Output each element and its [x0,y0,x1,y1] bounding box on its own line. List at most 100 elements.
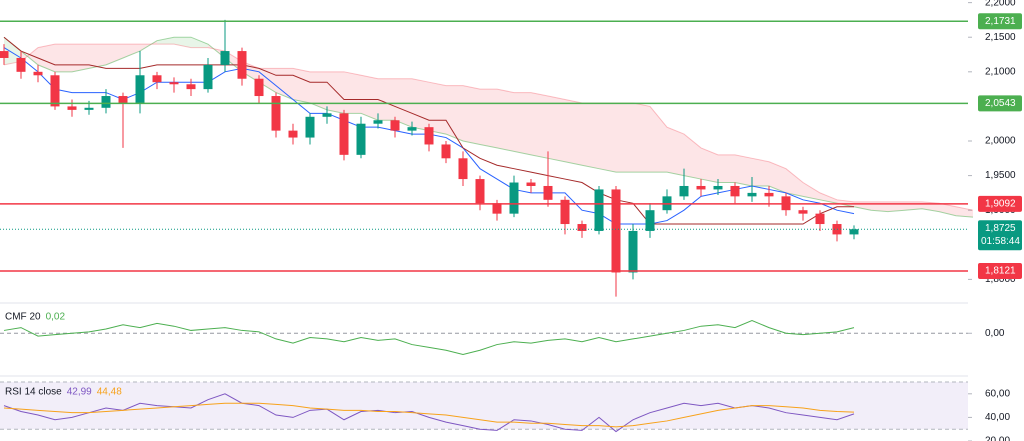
cloud-fill [650,106,667,173]
cloud-fill [21,47,38,65]
cloud-fill [565,99,582,166]
last-price-box [978,220,1022,251]
cloud-fill [344,71,361,114]
y-tick-label: 2,1500 [985,32,1016,43]
cloud-fill [667,127,684,176]
indicator-line [3,36,854,225]
candle-body [288,130,298,138]
candle-body [203,64,213,90]
candle-body [0,51,9,58]
candle-body [33,71,43,76]
panel-title: RSI 14 close [5,387,62,398]
candle-body [101,96,111,108]
cloud-fill [599,102,616,173]
cloud-fill [429,82,446,135]
y-tick-label: 1,8000 [985,274,1016,285]
candle-body [271,96,281,131]
candle-body [220,51,230,65]
cloud-fill [786,168,803,197]
cloud-fill [582,102,599,169]
cloud-fill [514,92,531,155]
level-label-box [978,13,1022,30]
candle-body [764,192,774,197]
cloud-fill [446,85,463,142]
cloud-fill [361,75,378,121]
candle-body [135,75,145,103]
candle-body [713,185,723,190]
candle-body [254,78,264,97]
cloud-fill [633,102,650,173]
cloud-fill [310,71,327,110]
candle-body [509,182,519,214]
candle-body [16,57,26,72]
cloud-fill [684,134,701,180]
cloud-fill [616,102,633,173]
candle-body [815,213,825,225]
candle-body [696,185,706,190]
y-tick-label: 60,00 [985,388,1010,399]
rsi-band [0,382,968,430]
candle-body [798,210,808,214]
level-label-box [978,95,1022,112]
cloud-fill [956,206,973,218]
cloud-fill [378,78,395,121]
panel-value: 44,48 [97,387,122,398]
panel-title: CMF 20 [5,312,41,323]
level-label-box [978,263,1022,280]
y-tick-label: 20,00 [985,436,1010,441]
cloud-fill [480,89,497,148]
candle-body [526,182,536,186]
panel-value: 42,99 [67,387,92,398]
candle-body [611,189,621,273]
cloud-fill [701,147,718,183]
cloud-fill [89,44,106,69]
cloud-fill [123,44,140,58]
candle-body [356,123,366,155]
candle-body [730,185,740,197]
level-label: 1,8121 [985,266,1016,277]
panel-value: 0,02 [46,312,66,323]
cloud-fill [752,158,769,186]
cloud-fill [157,37,174,45]
candle-body [67,106,77,110]
candle-body [407,127,417,131]
level-label-box [978,195,1022,212]
candle-body [849,229,859,235]
y-tick-label: 0,00 [985,328,1005,339]
candle-body [118,96,128,103]
candle-body [186,84,196,90]
cloud-fill [769,161,786,193]
cloud-fill [412,78,429,131]
candle-body [594,189,604,231]
indicator-line [3,402,855,428]
candle-body [560,199,570,225]
cloud-fill [174,37,191,48]
candle-body [50,75,60,107]
candle-body [390,120,400,131]
level-label: 2,0543 [985,98,1016,109]
candle-body [577,224,587,231]
cloud-fill [327,71,344,114]
cloud-fill [803,182,820,200]
countdown: 01:58:44 [981,236,1020,247]
cloud-fill [497,89,514,152]
cloud-span-a [3,36,974,218]
y-tick-label: 1,9500 [985,170,1016,181]
candle-body [543,185,553,200]
y-tick-label: 2,0000 [985,136,1016,147]
cloud-span-b [3,43,974,211]
candle-body [747,192,757,197]
cloud-fill [259,68,276,93]
y-tick-label: 40,00 [985,412,1010,423]
candle-body [458,158,468,180]
cloud-fill [191,37,208,48]
candle-body [679,185,689,197]
cloud-fill [735,154,752,186]
last-price-label: 1,8725 [985,223,1016,234]
candle-body [339,113,349,155]
y-tick-label: 2,2000 [985,0,1016,8]
candle-body [237,51,247,79]
candle-body [492,203,502,214]
candle-body [424,127,434,145]
